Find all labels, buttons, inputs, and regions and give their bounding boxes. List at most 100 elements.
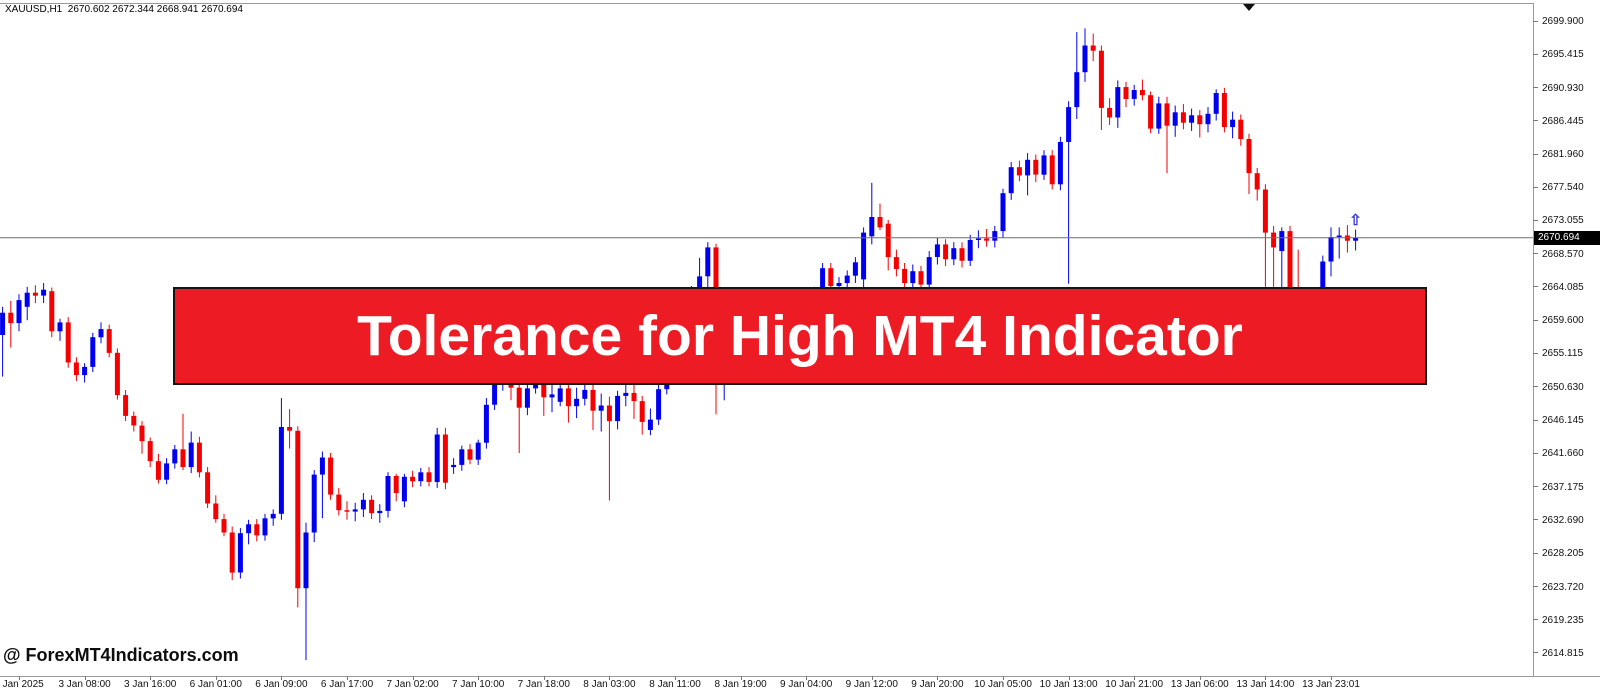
candle-body	[1008, 167, 1014, 194]
candle-body	[926, 257, 932, 285]
candle-body	[656, 389, 662, 420]
candle-body	[943, 244, 949, 260]
price-tick	[1533, 319, 1538, 321]
price-axis-label: 2686.445	[1542, 115, 1584, 127]
current-price-tag: 2670.694	[1534, 230, 1600, 245]
candle-body	[1328, 237, 1334, 262]
candle-body	[623, 392, 629, 396]
candle-body	[1082, 45, 1088, 73]
candle-body	[492, 384, 498, 405]
candle-body	[1107, 107, 1113, 118]
time-tick	[478, 676, 480, 680]
candle-body	[352, 509, 358, 512]
candle-body	[319, 457, 325, 475]
candle-body	[377, 510, 383, 514]
price-axis-label: 2655.115	[1542, 348, 1583, 360]
candle-body	[1336, 235, 1342, 237]
candle-body	[155, 461, 161, 480]
candle-body	[606, 405, 612, 422]
time-axis-label: 6 Jan 09:00	[255, 679, 308, 690]
time-tick	[1068, 676, 1070, 680]
candle-body	[1197, 115, 1203, 125]
candle-body	[1049, 155, 1055, 185]
candle-body	[844, 275, 850, 283]
candle-body	[1115, 87, 1121, 118]
candle-body	[475, 442, 481, 460]
candle-body	[410, 476, 416, 482]
candle-body	[1246, 139, 1252, 174]
candle-body	[180, 449, 186, 468]
candle-body	[237, 533, 243, 573]
candle-body	[1238, 119, 1244, 139]
candle-body	[164, 463, 170, 480]
candle-body	[483, 404, 489, 443]
candle-body	[467, 449, 473, 460]
candle-body	[90, 337, 96, 367]
candle-body	[401, 476, 407, 502]
time-tick	[1199, 676, 1201, 680]
candle-body	[893, 257, 899, 269]
candle-body	[147, 441, 153, 462]
candle-body	[1287, 231, 1293, 301]
candle-body	[1172, 112, 1178, 126]
time-tick	[1331, 676, 1332, 680]
candle-body	[344, 510, 350, 512]
candle-body	[418, 472, 424, 482]
price-tick	[1533, 120, 1538, 122]
candle-body	[451, 464, 457, 468]
candle-body	[385, 476, 391, 511]
time-tick	[1265, 676, 1267, 680]
time-tick	[19, 676, 20, 680]
price-tick	[1533, 586, 1538, 587]
candle-body	[598, 405, 604, 411]
time-axis-label: 13 Jan 23:01	[1302, 679, 1360, 690]
candle-body	[1221, 93, 1227, 128]
candle-body	[82, 366, 88, 376]
candle-body	[254, 524, 260, 536]
candle-body	[303, 532, 309, 589]
candle-body	[1213, 93, 1219, 114]
candle-body	[1164, 103, 1170, 126]
candle-body	[951, 248, 957, 260]
price-tick	[1533, 552, 1538, 554]
candle-body	[631, 392, 637, 402]
time-axis-label: 8 Jan 03:00	[583, 679, 636, 690]
chart-shift-marker-icon[interactable]	[1243, 4, 1255, 11]
candle-body	[73, 362, 79, 376]
candle-body	[123, 395, 129, 416]
time-axis-label: 3 Jan 08:00	[58, 679, 111, 690]
axis-separator-horizontal	[0, 676, 1600, 677]
time-tick	[675, 676, 676, 680]
candle-body	[1131, 90, 1137, 99]
time-axis-label: 3 Jan 16:00	[124, 679, 177, 690]
candle-body	[270, 513, 276, 519]
price-axis-label: 2677.540	[1542, 182, 1584, 193]
time-tick	[84, 676, 86, 680]
candle-body	[16, 300, 22, 324]
candle-body	[918, 271, 924, 285]
candle-body	[1262, 189, 1268, 233]
time-tick	[412, 676, 414, 680]
time-tick	[609, 676, 611, 680]
time-tick	[543, 676, 545, 680]
candle-body	[295, 430, 301, 589]
price-tick	[1533, 386, 1538, 388]
symbol-ohlc-title: XAUUSD,H1 2670.602 2672.344 2668.941 267…	[5, 4, 243, 15]
price-tick	[1533, 20, 1538, 22]
time-axis-label: 13 Jan 06:00	[1170, 679, 1229, 690]
time-tick	[740, 676, 742, 680]
price-tick	[1533, 219, 1538, 221]
candle-body	[934, 244, 940, 257]
time-axis-label: 6 Jan 17:00	[320, 679, 374, 690]
candle-body	[1090, 45, 1096, 51]
price-axis-label: 2628.205	[1542, 548, 1584, 560]
candle-body	[565, 388, 571, 407]
banner-title: Tolerance for High MT4 Indicator	[357, 304, 1243, 368]
candle-body	[705, 247, 711, 277]
time-axis-label: 10 Jan 21:00	[1105, 679, 1164, 690]
candle-body	[213, 503, 219, 520]
price-axis-label: 2664.085	[1542, 281, 1584, 293]
candle-body	[1123, 87, 1129, 99]
candle-body	[647, 419, 653, 430]
